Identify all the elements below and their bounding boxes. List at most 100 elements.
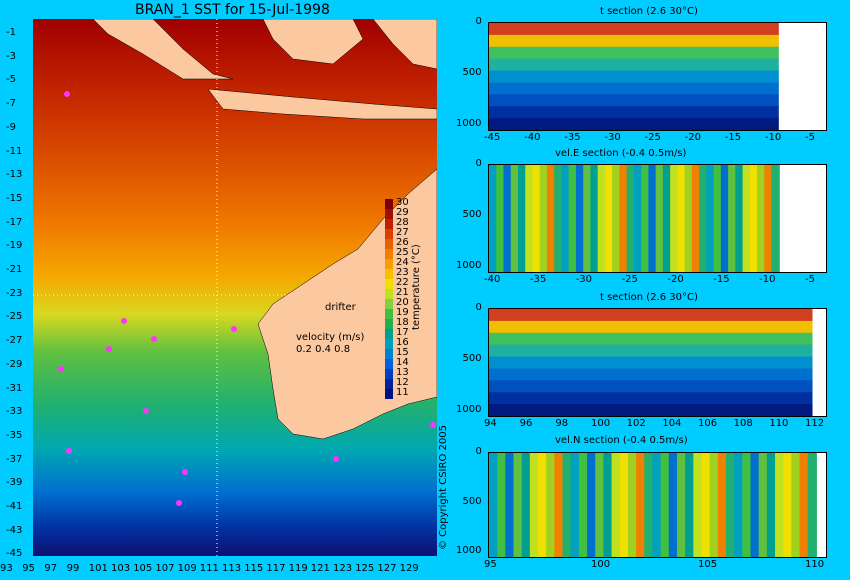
lat-tick-label: -41 xyxy=(6,501,23,512)
lon-tick-label: 107 xyxy=(155,563,175,574)
section-heatmap xyxy=(488,452,827,558)
velocity-column xyxy=(505,453,515,557)
velocity-label: velocity (m/s) xyxy=(296,332,365,343)
velocity-column xyxy=(562,453,572,557)
depth-tick-label: 0 xyxy=(475,158,482,169)
depth-tick-label: 500 xyxy=(462,495,482,507)
section-x-tick-label: 100 xyxy=(591,559,611,570)
velocity-column xyxy=(597,165,606,272)
velocity-column xyxy=(538,453,548,557)
velocity-column xyxy=(583,165,592,272)
velocity-column xyxy=(701,453,711,557)
velocity-column xyxy=(570,453,580,557)
temperature-band xyxy=(489,320,813,334)
temperature-band xyxy=(489,392,813,406)
temperature-band xyxy=(489,404,813,416)
velocity-column xyxy=(590,165,599,272)
velocity-column xyxy=(619,165,628,272)
velocity-column xyxy=(791,453,801,557)
section-x-tick-label: -20 xyxy=(684,132,701,143)
lat-tick-label: -11 xyxy=(6,145,23,157)
colorbar-tick-label: 18 xyxy=(396,317,409,328)
velocity-column xyxy=(699,165,708,272)
colorbar-tick-label: 24 xyxy=(396,257,409,268)
lat-tick-label: -17 xyxy=(6,216,23,228)
velocity-column xyxy=(529,453,540,557)
section-title: vel.N section (-0.4 0.5m/s) xyxy=(555,435,688,446)
lat-tick-label: -9 xyxy=(6,121,16,133)
section-x-tick-label: -5 xyxy=(805,132,815,143)
velocity-column xyxy=(668,453,678,557)
velocity-column xyxy=(603,453,613,557)
velocity-column xyxy=(742,453,752,557)
velocity-column xyxy=(539,165,548,272)
colorbar-tick-label: 23 xyxy=(396,267,409,278)
section-x-tick-label: 104 xyxy=(662,418,682,429)
colorbar-swatch xyxy=(385,259,393,269)
temperature-band xyxy=(489,309,813,322)
colorbar-swatch xyxy=(385,329,393,339)
colorbar-swatch xyxy=(385,249,393,259)
section-x-tick-label: 110 xyxy=(805,559,825,570)
velocity-column xyxy=(685,453,695,557)
colorbar-tick-label: 29 xyxy=(396,207,409,218)
section-heatmap xyxy=(488,22,827,131)
velocity-column xyxy=(652,453,662,557)
velocity-column xyxy=(713,165,722,272)
lon-tick-label: 103 xyxy=(111,563,131,574)
velocity-column xyxy=(783,453,793,557)
section-x-tick-label: 96 xyxy=(519,418,533,429)
colorbar-swatch xyxy=(385,229,393,239)
velocity-column xyxy=(648,165,657,272)
velocity-column xyxy=(757,165,766,272)
lat-tick-label: -37 xyxy=(6,453,23,465)
velocity-column xyxy=(644,453,654,557)
temperature-band xyxy=(489,332,813,346)
velocity-column xyxy=(612,165,621,272)
lat-tick-label: -1 xyxy=(6,27,16,38)
temperature-band xyxy=(489,46,779,60)
section-x-tick-label: -10 xyxy=(764,132,782,143)
colorbar-swatch xyxy=(385,209,393,219)
colorbar-swatch xyxy=(385,319,393,329)
colorbar-swatch xyxy=(385,219,393,229)
lon-tick-label: 105 xyxy=(133,563,153,574)
velocity-column xyxy=(662,165,672,272)
section-x-tick-label: -40 xyxy=(484,274,501,285)
depth-tick-label: 1000 xyxy=(456,545,482,557)
colorbar-swatch xyxy=(385,299,393,309)
velocity-column xyxy=(660,453,670,557)
colorbar-tick-label: 16 xyxy=(396,337,409,348)
colorbar-tick-label: 11 xyxy=(396,387,409,398)
section-x-tick-label: -10 xyxy=(759,274,776,285)
colorbar-tick-label: 25 xyxy=(396,247,409,258)
velocity-column xyxy=(513,453,523,557)
lat-tick-label: -19 xyxy=(6,240,23,252)
lon-tick-label: 127 xyxy=(377,563,397,574)
velocity-column xyxy=(807,453,817,557)
velocity-column xyxy=(676,453,687,557)
colorbar-tick-label: 20 xyxy=(396,297,409,308)
section-x-tick-label: 94 xyxy=(484,418,497,429)
velocity-column xyxy=(532,165,541,272)
colorbar-tick-label: 17 xyxy=(396,327,409,338)
colorbar-tick-label: 22 xyxy=(396,277,409,288)
temperature-band xyxy=(489,344,813,358)
depth-tick-label: 0 xyxy=(475,302,482,313)
velocity-column xyxy=(749,165,759,272)
lon-tick-label: 111 xyxy=(199,563,219,574)
depth-tick-label: 1000 xyxy=(456,259,482,271)
colorbar-swatch xyxy=(385,269,393,279)
temperature-band xyxy=(489,356,813,370)
lat-tick-label: -3 xyxy=(6,50,16,62)
lon-tick-label: 97 xyxy=(44,563,58,574)
temperature-band xyxy=(489,94,779,108)
drifter-markers xyxy=(58,91,436,506)
section-x-tick-label: -15 xyxy=(713,274,730,285)
velocity-column xyxy=(735,165,744,272)
section-x-tick-label: 110 xyxy=(769,418,789,429)
lon-tick-label: 101 xyxy=(88,563,108,574)
velocity-column xyxy=(775,453,785,557)
velocity-column xyxy=(677,165,686,272)
section-x-tick-label: -40 xyxy=(524,132,541,143)
